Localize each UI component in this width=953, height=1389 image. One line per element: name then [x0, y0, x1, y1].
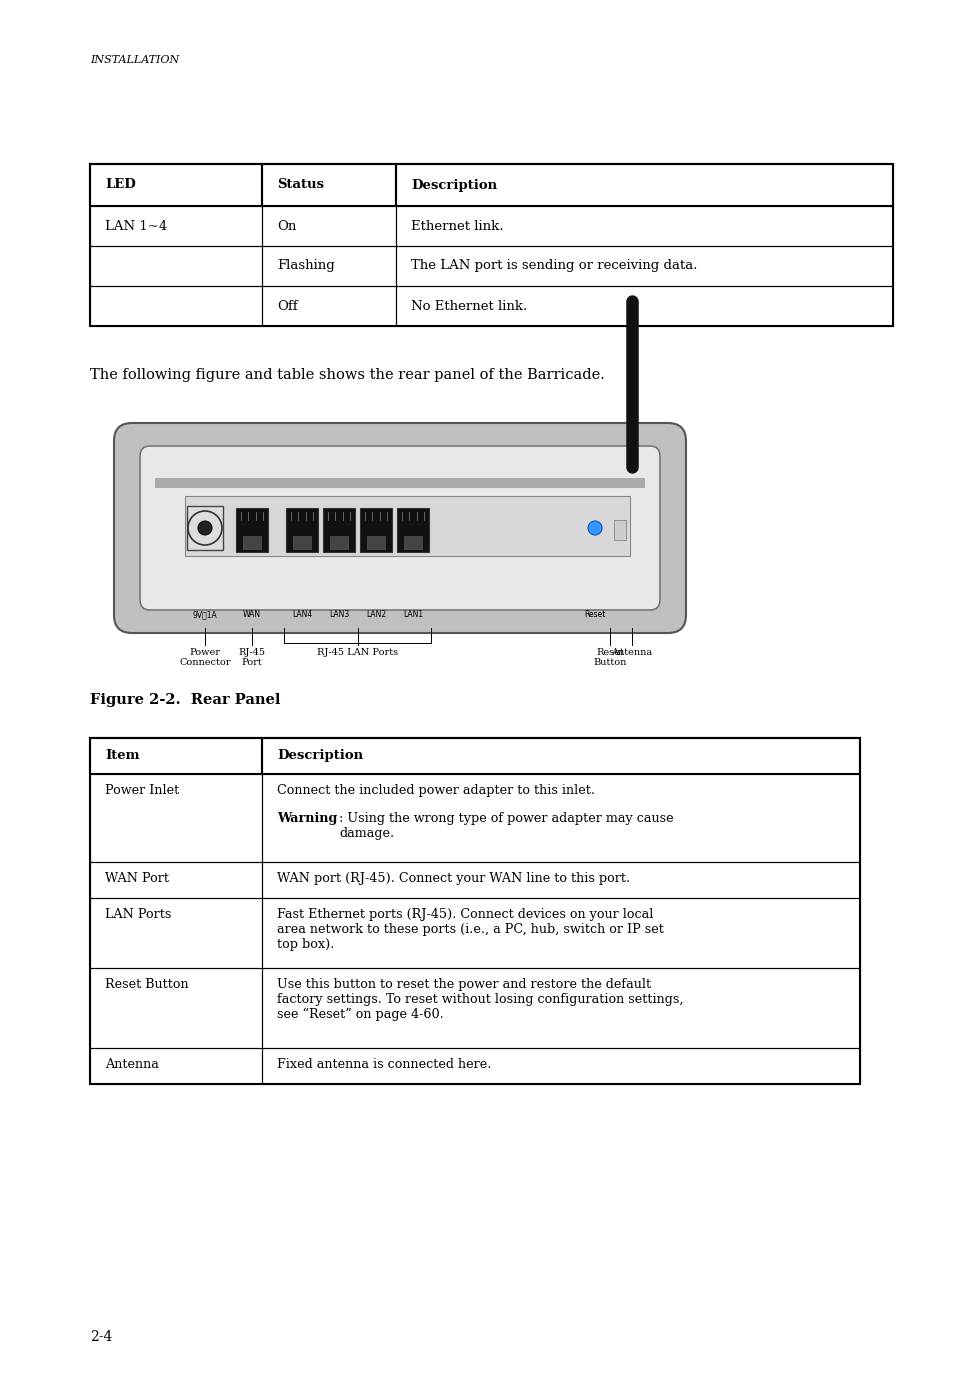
Bar — [323, 508, 355, 551]
Bar — [262, 246, 395, 286]
Bar — [395, 206, 892, 246]
Bar — [262, 863, 859, 899]
Text: Item: Item — [105, 750, 139, 763]
Bar — [154, 478, 644, 489]
Text: Connect the included power adapter to this inlet.: Connect the included power adapter to th… — [276, 783, 595, 797]
Bar — [614, 519, 625, 540]
Text: Antenna: Antenna — [611, 649, 652, 657]
Bar — [262, 164, 395, 206]
Bar — [243, 536, 260, 549]
Text: Reset
Button: Reset Button — [593, 649, 626, 667]
Bar — [235, 508, 268, 551]
Text: Figure 2-2.  Rear Panel: Figure 2-2. Rear Panel — [90, 693, 280, 707]
Text: On: On — [276, 219, 296, 232]
Bar — [90, 738, 262, 774]
Bar — [286, 508, 317, 551]
Bar — [90, 738, 859, 1083]
Bar — [330, 536, 348, 549]
Bar — [90, 968, 262, 1047]
Bar — [187, 506, 223, 550]
Text: WAN port (RJ-45). Connect your WAN line to this port.: WAN port (RJ-45). Connect your WAN line … — [276, 872, 630, 885]
Text: LED: LED — [105, 179, 135, 192]
Bar — [90, 164, 262, 206]
Text: Reset Button: Reset Button — [105, 978, 189, 990]
Text: 2-4: 2-4 — [90, 1331, 112, 1345]
Circle shape — [198, 521, 212, 535]
Text: RJ-45
Port: RJ-45 Port — [238, 649, 265, 667]
Bar — [367, 536, 384, 549]
Circle shape — [587, 521, 601, 535]
Bar — [90, 164, 892, 326]
Text: WAN Port: WAN Port — [105, 872, 169, 885]
Bar — [262, 206, 395, 246]
Circle shape — [188, 511, 222, 544]
Bar — [262, 738, 859, 774]
Text: No Ethernet link.: No Ethernet link. — [411, 300, 527, 313]
FancyBboxPatch shape — [113, 424, 685, 633]
Text: Fixed antenna is connected here.: Fixed antenna is connected here. — [276, 1058, 491, 1071]
Text: LAN Ports: LAN Ports — [105, 908, 172, 921]
Bar — [90, 206, 262, 246]
Bar — [395, 164, 892, 206]
Bar — [90, 246, 262, 286]
Text: Fast Ethernet ports (RJ-45). Connect devices on your local
area network to these: Fast Ethernet ports (RJ-45). Connect dev… — [276, 908, 663, 951]
Bar — [262, 968, 859, 1047]
Bar — [396, 508, 429, 551]
Text: RJ-45 LAN Ports: RJ-45 LAN Ports — [316, 649, 397, 657]
Bar — [262, 286, 395, 326]
Bar — [262, 774, 859, 863]
Text: Antenna: Antenna — [105, 1058, 159, 1071]
Text: Description: Description — [276, 750, 363, 763]
Text: WAN: WAN — [243, 610, 261, 619]
Bar — [185, 496, 629, 556]
Text: Description: Description — [411, 179, 497, 192]
Text: Power Inlet: Power Inlet — [105, 783, 179, 797]
Text: Ethernet link.: Ethernet link. — [411, 219, 503, 232]
Text: : Using the wrong type of power adapter may cause
damage.: : Using the wrong type of power adapter … — [338, 813, 673, 840]
Bar — [293, 536, 311, 549]
Text: The LAN port is sending or receiving data.: The LAN port is sending or receiving dat… — [411, 260, 697, 272]
Bar — [395, 246, 892, 286]
Bar — [90, 1047, 262, 1083]
Text: Power
Connector: Power Connector — [179, 649, 231, 667]
Text: Off: Off — [276, 300, 297, 313]
Bar — [90, 286, 262, 326]
Bar — [90, 774, 262, 863]
Text: LAN2: LAN2 — [366, 610, 386, 619]
Text: Status: Status — [276, 179, 324, 192]
FancyBboxPatch shape — [140, 446, 659, 610]
Bar — [262, 1047, 859, 1083]
Bar — [395, 286, 892, 326]
Bar — [359, 508, 392, 551]
Bar — [262, 899, 859, 968]
Text: Warning: Warning — [276, 813, 337, 825]
Text: Flashing: Flashing — [276, 260, 335, 272]
Bar — [90, 863, 262, 899]
Text: INSTALLATION: INSTALLATION — [90, 56, 179, 65]
Text: Use this button to reset the power and restore the default
factory settings. To : Use this button to reset the power and r… — [276, 978, 682, 1021]
Text: LAN1: LAN1 — [402, 610, 422, 619]
Bar — [404, 536, 421, 549]
Text: The following figure and table shows the rear panel of the Barricade.: The following figure and table shows the… — [90, 368, 604, 382]
Text: LAN4: LAN4 — [292, 610, 312, 619]
Text: LAN 1~4: LAN 1~4 — [105, 219, 167, 232]
Bar — [90, 899, 262, 968]
Text: Reset: Reset — [583, 611, 605, 619]
Text: LAN3: LAN3 — [329, 610, 349, 619]
Text: 9V⏜1A: 9V⏜1A — [193, 610, 217, 619]
